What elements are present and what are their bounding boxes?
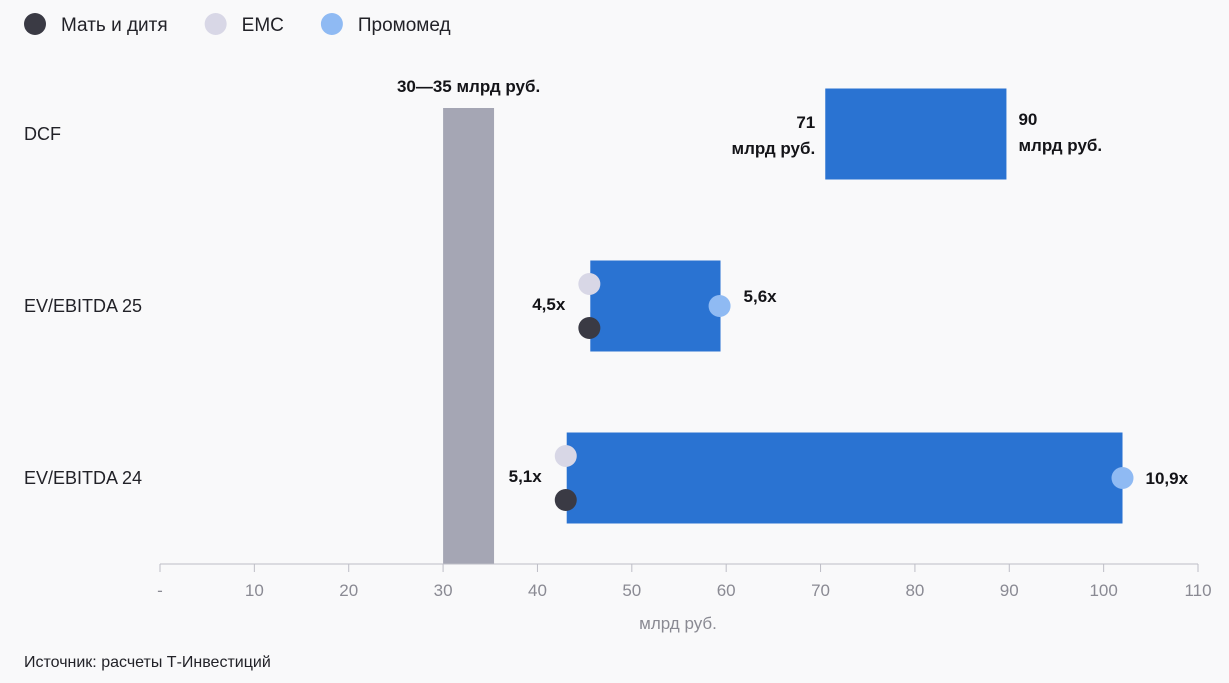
x-tick-label: 80 [905,581,924,600]
range-bars: 71 млрд руб. 90 млрд руб. 4,5x 5,6x 5,1x 10,9x [509,88,1189,524]
x-tick-label: 100 [1089,581,1117,600]
category-label-dcf: DCF [24,124,61,144]
category-label-ev-ebitda-25: EV/EBITDA 25 [24,296,142,316]
category-labels: DCF EV/EBITDA 25 EV/EBITDA 24 [24,124,142,488]
legend-marker-промомед [320,13,343,35]
x-tick-label: 20 [339,581,358,600]
marker-ev-ebitda-24-мать-и-дитя [554,489,577,511]
x-tick-label: - [157,581,163,600]
marker-ev-ebitda-24-промомед [1111,467,1134,489]
marker-ev-ebitda-25-промомед [708,295,731,317]
range-start-label-ev-ebitda-25: 4,5x [532,295,566,314]
range-end-label-dcf: 90 [1018,110,1037,129]
range-start-label-dcf: 71 [796,113,815,132]
marker-ev-ebitda-24-emc [554,445,577,467]
x-tick-label: 70 [811,581,830,600]
x-tick-label: 90 [1000,581,1019,600]
legend: Мать и дитя EMC Промомед [24,13,451,36]
x-tick-label: 60 [717,581,736,600]
reference-band [443,108,495,564]
legend-label-мать-и-дитя: Мать и дитя [61,15,168,36]
range-start-label-ev-ebitda-24: 5,1x [509,467,543,486]
legend-marker-мать-и-дитя [24,13,46,35]
category-label-ev-ebitda-24: EV/EBITDA 24 [24,468,142,488]
legend-marker-emc [204,13,227,35]
x-tick-label: 30 [434,581,453,600]
range-end-label-ev-ebitda-24: 10,9x [1146,469,1189,488]
reference-band-label: 30—35 млрд руб. [397,77,540,96]
x-tick-label: 110 [1184,581,1211,600]
marker-ev-ebitda-25-emc [578,273,601,295]
range-start-label-dcf: млрд руб. [732,139,816,158]
marker-ev-ebitda-25-мать-и-дитя [578,317,601,339]
range-end-label-dcf: млрд руб. [1018,136,1102,155]
legend-label-промомед: Промомед [358,15,451,36]
range-bar-dcf [825,88,1007,180]
x-axis: - 10 20 30 40 50 60 70 80 90 100 110 [157,563,1212,600]
x-tick-label: 10 [245,581,264,600]
range-end-label-ev-ebitda-25: 5,6x [744,287,778,306]
x-axis-title: млрд руб. [639,614,717,633]
range-bar-ev-ebitda-24 [566,432,1123,524]
x-tick-label: 50 [622,581,641,600]
x-tick-label: 40 [528,581,547,600]
reference-band-group: 30—35 млрд руб. [397,77,540,564]
legend-label-emc: EMC [242,15,284,36]
range-bar-ev-ebitda-25 [590,260,721,352]
source-note: Источник: расчеты Т-Инвестиций [24,654,271,671]
